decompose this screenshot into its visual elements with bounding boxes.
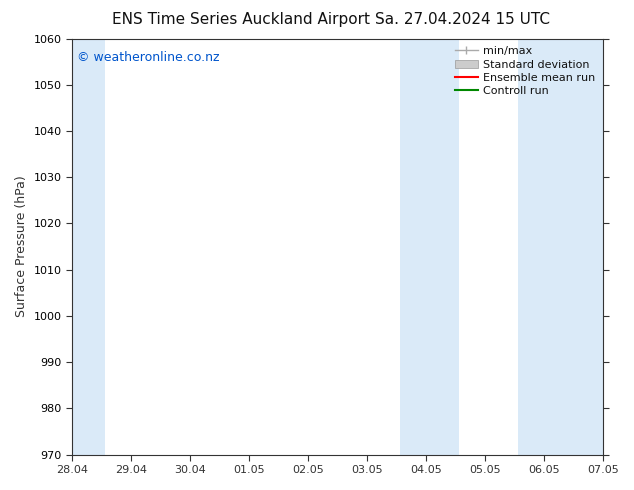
Bar xyxy=(46,39,105,455)
Text: Sa. 27.04.2024 15 UTC: Sa. 27.04.2024 15 UTC xyxy=(375,12,550,27)
Text: © weatheronline.co.nz: © weatheronline.co.nz xyxy=(77,51,220,64)
Bar xyxy=(399,39,458,455)
Bar xyxy=(517,39,576,455)
Text: ENS Time Series Auckland Airport: ENS Time Series Auckland Airport xyxy=(112,12,370,27)
Bar xyxy=(576,39,634,455)
Y-axis label: Surface Pressure (hPa): Surface Pressure (hPa) xyxy=(15,176,28,318)
Legend: min/max, Standard deviation, Ensemble mean run, Controll run: min/max, Standard deviation, Ensemble me… xyxy=(451,42,600,101)
